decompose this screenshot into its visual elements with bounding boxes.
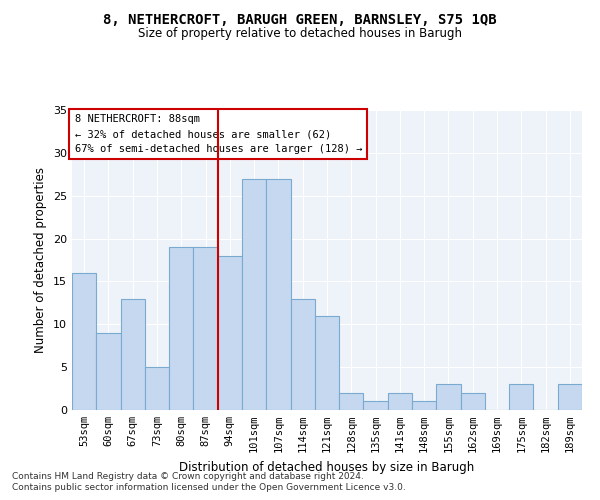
Bar [558, 384, 582, 410]
Bar [290, 298, 315, 410]
Bar [509, 384, 533, 410]
Bar [169, 247, 193, 410]
Bar [121, 298, 145, 410]
Text: 8, NETHERCROFT, BARUGH GREEN, BARNSLEY, S75 1QB: 8, NETHERCROFT, BARUGH GREEN, BARNSLEY, … [103, 12, 497, 26]
Bar [412, 402, 436, 410]
Bar [242, 178, 266, 410]
Text: Size of property relative to detached houses in Barugh: Size of property relative to detached ho… [138, 28, 462, 40]
Bar [339, 393, 364, 410]
Bar [266, 178, 290, 410]
Bar [388, 393, 412, 410]
Bar [315, 316, 339, 410]
Bar [145, 367, 169, 410]
Text: Contains HM Land Registry data © Crown copyright and database right 2024.: Contains HM Land Registry data © Crown c… [12, 472, 364, 481]
Bar [72, 273, 96, 410]
Bar [218, 256, 242, 410]
Bar [96, 333, 121, 410]
Text: 8 NETHERCROFT: 88sqm
← 32% of detached houses are smaller (62)
67% of semi-detac: 8 NETHERCROFT: 88sqm ← 32% of detached h… [74, 114, 362, 154]
Bar [193, 247, 218, 410]
Bar [436, 384, 461, 410]
Bar [364, 402, 388, 410]
X-axis label: Distribution of detached houses by size in Barugh: Distribution of detached houses by size … [179, 460, 475, 473]
Text: Contains public sector information licensed under the Open Government Licence v3: Contains public sector information licen… [12, 484, 406, 492]
Bar [461, 393, 485, 410]
Y-axis label: Number of detached properties: Number of detached properties [34, 167, 47, 353]
